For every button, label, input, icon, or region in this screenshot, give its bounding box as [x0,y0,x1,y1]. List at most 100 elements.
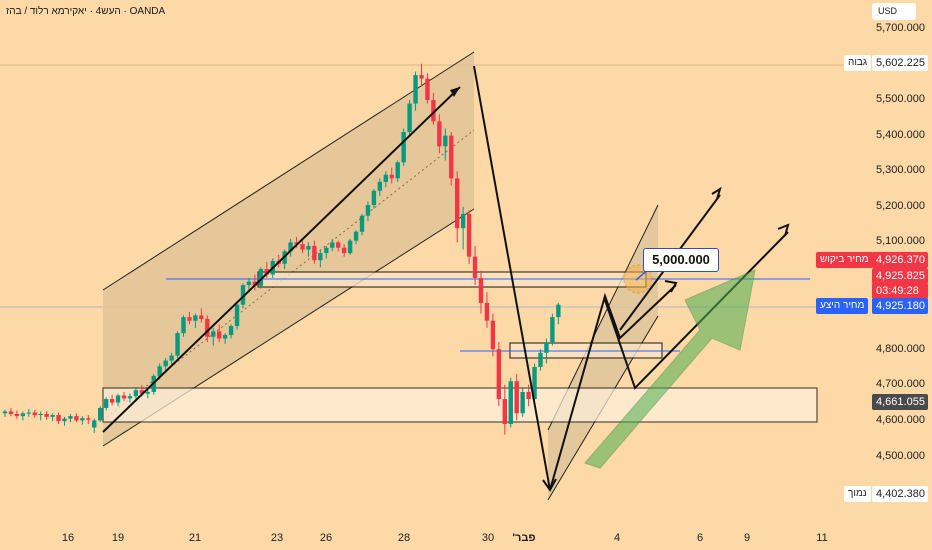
candle-body [478,278,484,303]
candle-body [222,334,228,339]
candle-body [181,317,186,334]
candle-body [294,242,299,245]
candle-body [347,240,353,254]
time-tick-label: 4 [613,532,621,544]
price-tick-label: 4,500.000 [876,450,925,462]
price-tick-label: 5,500.000 [876,93,925,105]
candle-body [318,253,323,261]
candle-body [157,366,162,376]
candle-body [62,418,67,422]
candle-body [103,399,109,408]
candle-body [20,413,26,417]
bid-label: מחיר היצע [816,298,869,314]
candle-body [139,390,145,394]
candle-body [252,281,258,286]
candle-body [205,318,210,337]
candle-body [538,352,543,367]
time-tick-label: 26 [319,532,333,544]
time-tick-label: 28 [397,532,411,544]
high-value-tag: 5,602.225 [872,55,928,71]
candle-body [324,247,329,254]
candle-body [8,411,14,414]
candle-body [44,413,49,417]
bullish-forecast-arrow [584,269,756,469]
candle-body [163,360,168,367]
candle-body [401,132,406,163]
candle-body [443,135,448,147]
candle-body [2,411,8,414]
candle-body [300,244,305,250]
projection-path-a [473,65,677,491]
time-tick-label: 23 [270,532,284,544]
low-value-tag: 4,402.380 [872,486,928,502]
candle-body [383,174,388,182]
time-tick-label: 30 [481,532,495,544]
candle-body [306,245,311,250]
candle-body [246,281,252,286]
candle-body [50,415,55,417]
candle-body [336,242,341,248]
candle-body [365,205,371,216]
candle-body [496,349,502,400]
candle-body [413,75,418,104]
impulse-up-line [102,86,461,433]
candle-body [449,135,454,179]
candle-body [74,416,79,421]
crosshair-price-tag: 4,661.055 [872,394,928,410]
currency-selector[interactable]: USD [872,3,916,20]
candle-body [169,355,174,361]
ask-label: מחיר ביקוש [816,252,873,268]
arrow-head-c [711,186,722,200]
time-tick-label: 19 [111,532,125,544]
candle-body [199,315,204,319]
candle-body [288,242,293,252]
candle-body [419,75,424,79]
candle-body [508,381,513,424]
candle-body [115,395,121,403]
candle-body [26,412,31,414]
candle-body [472,256,478,278]
candle-body [264,269,269,275]
candle-body [109,399,115,403]
candle-body [514,381,519,414]
bar-countdown: 03:49:28 [872,283,928,299]
candle-body [484,302,490,321]
candle-body [377,181,383,191]
demand-zone-box [102,387,818,423]
candle-body [258,269,264,286]
candle-body [133,390,139,397]
candle-body [330,242,335,248]
symbol-title[interactable]: העש4 · יאקירמא רלוד / בהז · OANDA [6,6,166,17]
candle-body [187,317,192,321]
candle-body [526,391,531,400]
candle-body [395,162,400,179]
candle-body [32,412,37,416]
target-callout[interactable]: 5,000.000 [643,248,719,272]
arrow-head-a [664,280,678,293]
candle-body [175,333,180,356]
price-tick-label: 4,600.000 [876,414,925,426]
candle-body [121,395,127,399]
candle-body [211,331,216,337]
candle-body [234,304,240,327]
candle-body [14,413,20,417]
time-tick-label: 21 [188,532,202,544]
candle-body [389,174,394,179]
candle-body [550,317,555,343]
price-tick-label: 5,200.000 [876,200,925,212]
candle-body [502,399,507,424]
bid-value-tag: 4,925.180 [872,298,928,314]
price-tick-label: 4,800.000 [876,343,925,355]
impulse-arrow-head [450,87,460,97]
candle-body [353,231,359,241]
channel-upper-line [102,51,475,291]
price-tick-label: 5,400.000 [876,129,925,141]
low-label: נמוך [844,486,871,502]
time-tick-label: 9 [743,532,751,544]
candle-body [92,420,97,428]
candle-body [98,407,103,421]
candle-body [532,367,537,400]
candle-body [80,418,85,421]
candle-body [455,178,460,229]
